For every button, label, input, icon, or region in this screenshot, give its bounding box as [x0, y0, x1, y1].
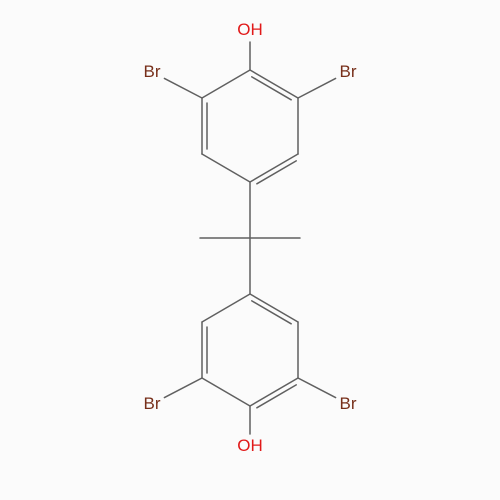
atom-label-OH_bot: OH: [237, 436, 263, 456]
molecule-diagram: OH Br Br Br OH Br: [0, 0, 500, 500]
bond-layer: [0, 0, 500, 500]
atom-label-Br_br: Br: [340, 394, 357, 414]
atom-label-Br_bl: Br: [144, 394, 161, 414]
atom-label-Br_tl: Br: [144, 62, 161, 82]
atom-label-Br_tr: Br: [340, 62, 357, 82]
atom-label-OH_top: OH: [237, 20, 263, 40]
